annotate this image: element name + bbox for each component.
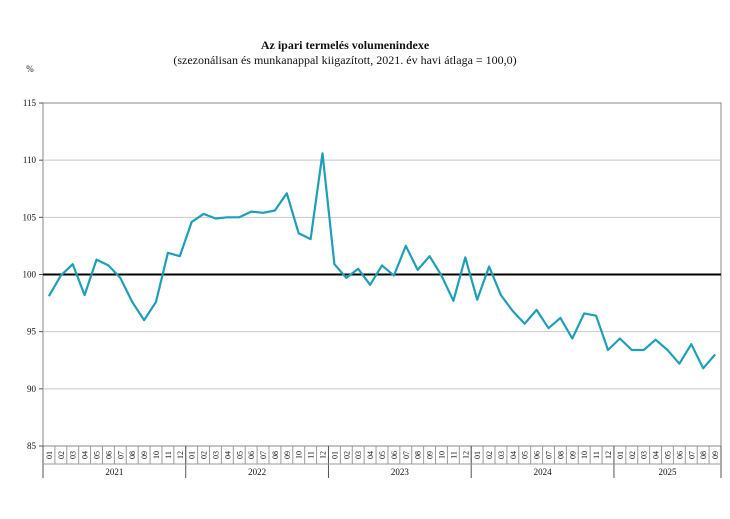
month-label: 08 (699, 451, 708, 459)
y-tick-label: 105 (23, 212, 37, 222)
month-label: 11 (449, 451, 458, 459)
month-label: 05 (521, 451, 530, 459)
month-label: 06 (104, 451, 113, 459)
month-label: 09 (426, 451, 435, 459)
month-label: 12 (319, 451, 328, 459)
month-label: 04 (652, 451, 661, 459)
month-label: 04 (366, 451, 375, 459)
year-label: 2023 (391, 467, 410, 477)
month-label: 01 (330, 451, 339, 459)
y-tick-label: 85 (27, 441, 37, 451)
month-label: 09 (140, 451, 149, 459)
month-label: 05 (93, 451, 102, 459)
year-label: 2022 (248, 467, 266, 477)
month-label: 01 (45, 451, 54, 459)
month-label: 01 (473, 451, 482, 459)
month-label: 12 (461, 451, 470, 459)
month-label: 07 (402, 451, 411, 459)
year-label: 2021 (105, 467, 123, 477)
month-label: 09 (283, 451, 292, 459)
y-axis-unit: % (26, 64, 34, 74)
month-label: 08 (271, 451, 280, 459)
y-tick-label: 115 (23, 98, 37, 108)
month-label: 10 (580, 451, 589, 459)
month-label: 05 (378, 451, 387, 459)
month-label: 09 (568, 451, 577, 459)
month-label: 02 (485, 451, 494, 459)
month-label: 01 (188, 451, 197, 459)
month-label: 10 (295, 451, 304, 459)
month-label: 03 (354, 451, 363, 459)
month-label: 03 (640, 451, 649, 459)
month-label: 01 (616, 451, 625, 459)
month-label: 08 (556, 451, 565, 459)
month-label: 08 (414, 451, 423, 459)
month-label: 07 (545, 451, 554, 459)
month-label: 06 (390, 451, 399, 459)
month-label: 09 (711, 451, 720, 459)
year-label: 2024 (534, 467, 553, 477)
month-label: 04 (509, 451, 518, 459)
month-label: 02 (628, 451, 637, 459)
month-label: 11 (164, 451, 173, 459)
chart-subtitle: (szezonálisan és munkanappal kiigazított… (173, 53, 516, 67)
year-label: 2025 (658, 467, 677, 477)
y-tick-label: 90 (27, 384, 37, 394)
month-label: 05 (235, 451, 244, 459)
month-label: 07 (259, 451, 268, 459)
month-label: 12 (604, 451, 613, 459)
month-label: 04 (81, 451, 90, 459)
month-label: 05 (663, 451, 672, 459)
month-label: 04 (223, 451, 232, 459)
chart-title: Az ipari termelés volumenindexe (261, 38, 430, 52)
month-label: 06 (533, 451, 542, 459)
month-label: 03 (497, 451, 506, 459)
series-line (49, 153, 715, 368)
month-label: 10 (152, 451, 161, 459)
y-tick-label: 110 (23, 155, 37, 165)
y-tick-label: 100 (23, 270, 37, 280)
month-label: 06 (675, 451, 684, 459)
month-label: 11 (592, 451, 601, 459)
month-label: 03 (69, 451, 78, 459)
month-label: 08 (128, 451, 137, 459)
month-label: 03 (211, 451, 220, 459)
month-label: 02 (57, 451, 66, 459)
month-label: 07 (116, 451, 125, 459)
month-label: 06 (247, 451, 256, 459)
month-label: 02 (200, 451, 209, 459)
month-label: 11 (307, 451, 316, 459)
month-label: 10 (437, 451, 446, 459)
month-label: 12 (176, 451, 185, 459)
y-tick-label: 95 (27, 327, 37, 337)
month-label: 02 (342, 451, 351, 459)
month-label: 07 (687, 451, 696, 459)
